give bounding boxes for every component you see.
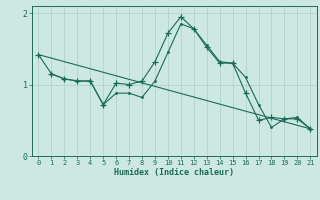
X-axis label: Humidex (Indice chaleur): Humidex (Indice chaleur) [115, 168, 234, 177]
